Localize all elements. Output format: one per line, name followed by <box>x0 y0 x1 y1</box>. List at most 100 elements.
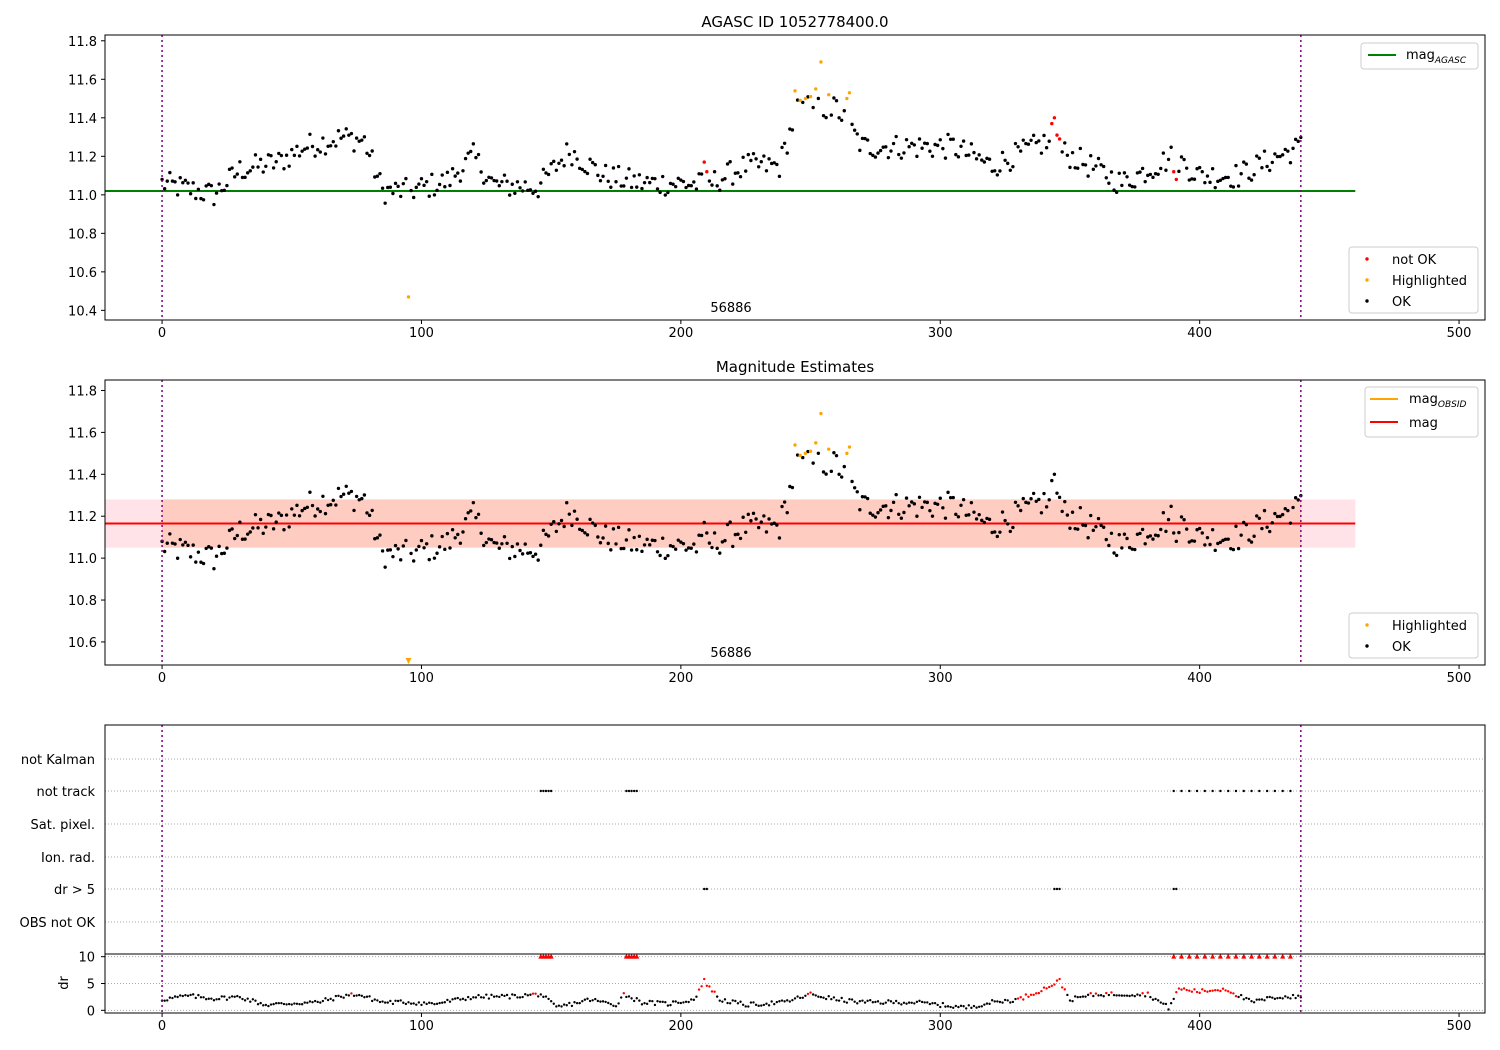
dr-point <box>770 1000 773 1003</box>
dr-axis-label: dr <box>57 976 72 990</box>
flag-point <box>625 789 628 793</box>
dr-point <box>861 999 864 1002</box>
dr-point <box>1232 992 1235 995</box>
ok-point <box>720 178 725 182</box>
dr-point <box>962 1005 965 1008</box>
ok-point <box>715 184 719 188</box>
ok-point <box>692 180 696 184</box>
dr-point <box>754 1003 758 1007</box>
ok-point <box>736 532 740 536</box>
dr-point <box>1242 998 1245 1001</box>
ok-point <box>279 513 284 518</box>
dr-point <box>1193 988 1196 991</box>
ok-point <box>1236 184 1241 188</box>
ok-point <box>1249 540 1254 544</box>
dr-point <box>230 995 234 998</box>
dr-point <box>422 1001 426 1004</box>
ok-point <box>321 494 325 498</box>
dr-point <box>570 1004 574 1008</box>
ok-point <box>1042 491 1046 496</box>
ok-point <box>245 171 250 175</box>
ok-point <box>378 171 382 176</box>
ok-point <box>622 546 626 551</box>
dr-point <box>391 1002 395 1006</box>
ok-point <box>1070 150 1075 155</box>
highlighted-point <box>406 295 411 299</box>
dr-point <box>866 999 869 1003</box>
ok-point <box>1213 548 1217 553</box>
dr-point <box>718 999 721 1002</box>
ok-point <box>754 157 758 161</box>
dr-point <box>1131 994 1134 997</box>
dr-point <box>298 1002 301 1006</box>
ok-point <box>1164 529 1168 534</box>
ok-point <box>1016 504 1020 508</box>
ok-point <box>1101 525 1106 529</box>
y-tick-label: 10.6 <box>68 266 97 281</box>
ok-point <box>500 542 504 546</box>
ok-point <box>321 136 325 140</box>
y-tick-label: 11.6 <box>68 73 97 88</box>
dr-point <box>1229 991 1232 994</box>
ok-point <box>593 163 597 167</box>
ok-point <box>1091 528 1096 533</box>
dr-point <box>202 996 205 999</box>
dr-point <box>456 996 459 1000</box>
mag-point-legend: Highlighted OK <box>1348 612 1479 659</box>
ok-point <box>948 495 953 500</box>
ok-point <box>279 153 284 158</box>
dr-point <box>498 995 501 999</box>
ok-point <box>393 181 398 186</box>
ok-point <box>1174 539 1179 544</box>
ok-point <box>860 495 865 499</box>
flag-point <box>1180 789 1183 793</box>
ok-point <box>256 165 260 169</box>
ok-point <box>295 503 299 508</box>
ok-point <box>894 134 898 139</box>
ok-point <box>948 137 953 141</box>
dr-point <box>941 1001 945 1005</box>
ok-point <box>391 554 395 559</box>
dr-point <box>1182 987 1186 990</box>
ok-point <box>207 182 211 187</box>
ok-point <box>1101 164 1106 169</box>
ok-point <box>1270 521 1274 525</box>
ok-point <box>694 187 699 191</box>
dr-point <box>355 994 358 997</box>
ok-point <box>1055 491 1059 495</box>
dr-point <box>1284 995 1287 998</box>
ok-point <box>780 504 784 509</box>
ok-point <box>258 517 263 522</box>
ok-point <box>251 165 255 169</box>
ok-point <box>230 166 234 170</box>
ok-point <box>1270 160 1274 165</box>
ok-point <box>1148 534 1153 538</box>
ok-point <box>489 176 494 180</box>
svg-text:magAGASC: magAGASC <box>1406 48 1467 66</box>
ok-point <box>661 174 665 179</box>
ok-point <box>1120 183 1124 188</box>
flag-point <box>1195 789 1199 793</box>
dr-point <box>1164 1002 1168 1006</box>
dr-point <box>277 1001 280 1005</box>
ok-point <box>946 132 950 137</box>
ok-point <box>637 534 642 539</box>
ok-point <box>1034 140 1038 145</box>
ok-point <box>1205 535 1210 540</box>
dr-point <box>913 1002 916 1005</box>
ok-point <box>1223 175 1228 180</box>
agasc-title: AGASC ID 1052778400.0 <box>701 13 888 31</box>
ok-point <box>494 541 499 545</box>
ok-point <box>373 175 377 179</box>
ok-point <box>186 543 190 548</box>
dr-point <box>1037 991 1041 995</box>
dr-point <box>1105 991 1108 995</box>
ok-point <box>995 173 1000 177</box>
dr-point <box>425 1002 428 1006</box>
ok-point <box>204 546 208 551</box>
dr-point <box>998 1000 1002 1004</box>
dr-point <box>441 1001 444 1004</box>
ok-point <box>686 546 691 550</box>
ok-point <box>933 142 937 147</box>
ok-point <box>907 145 911 149</box>
